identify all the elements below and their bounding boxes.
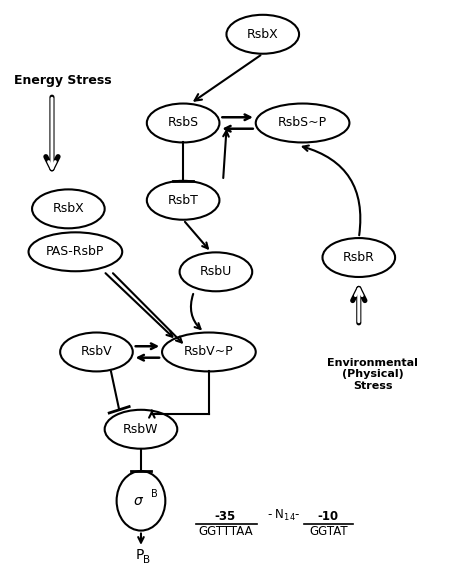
Text: Environmental
(Physical)
Stress: Environmental (Physical) Stress: [328, 358, 418, 391]
Text: RsbU: RsbU: [200, 265, 232, 279]
Text: -10: -10: [318, 510, 339, 523]
Ellipse shape: [322, 238, 395, 277]
Text: RsbV: RsbV: [81, 346, 112, 358]
Ellipse shape: [32, 190, 105, 228]
Text: $\sigma$: $\sigma$: [133, 494, 144, 508]
Ellipse shape: [256, 103, 349, 142]
Text: RsbV~P: RsbV~P: [184, 346, 234, 358]
Text: RsbX: RsbX: [247, 28, 279, 41]
Text: GGTTTAA: GGTTTAA: [198, 525, 253, 539]
Text: RsbW: RsbW: [123, 423, 159, 436]
Text: -35: -35: [215, 510, 236, 523]
Text: RsbT: RsbT: [168, 194, 199, 207]
Text: RsbS~P: RsbS~P: [278, 117, 327, 129]
Text: B: B: [143, 555, 150, 565]
Text: B: B: [151, 489, 157, 499]
Ellipse shape: [180, 253, 252, 291]
Ellipse shape: [60, 332, 133, 372]
Text: RsbR: RsbR: [343, 251, 375, 264]
Text: RsbX: RsbX: [53, 202, 84, 216]
Ellipse shape: [147, 103, 219, 142]
Text: PAS-RsbP: PAS-RsbP: [46, 245, 105, 258]
Text: RsbS: RsbS: [168, 117, 199, 129]
Text: Energy Stress: Energy Stress: [15, 73, 112, 87]
Ellipse shape: [105, 410, 177, 449]
Text: P: P: [136, 548, 144, 562]
Ellipse shape: [162, 332, 256, 372]
Text: GGTAT: GGTAT: [309, 525, 347, 539]
Circle shape: [117, 471, 165, 531]
Ellipse shape: [227, 15, 299, 54]
Ellipse shape: [28, 232, 122, 271]
Ellipse shape: [147, 181, 219, 220]
Text: - N$_{14}$-: - N$_{14}$-: [267, 507, 301, 523]
